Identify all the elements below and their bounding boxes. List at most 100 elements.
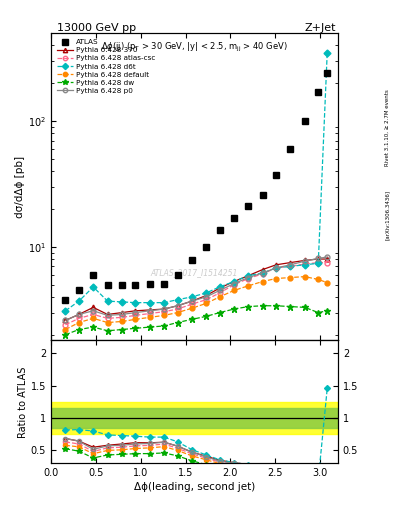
Line: Pythia 6.428 p0: Pythia 6.428 p0 <box>63 254 330 323</box>
Pythia 6.428 p0 <box>105 312 110 318</box>
Pythia 6.428 d6t <box>147 300 152 306</box>
Pythia 6.428 d6t <box>77 298 81 304</box>
Pythia 6.428 atlas-csc <box>63 322 68 328</box>
Pythia 6.428 dw <box>147 324 152 330</box>
Pythia 6.428 370 <box>105 311 110 317</box>
Pythia 6.428 370 <box>162 306 166 312</box>
Pythia 6.428 d6t <box>175 296 180 303</box>
Pythia 6.428 dw <box>175 319 180 326</box>
Line: Pythia 6.428 atlas-csc: Pythia 6.428 atlas-csc <box>63 260 330 327</box>
Pythia 6.428 p0 <box>274 265 279 271</box>
Pythia 6.428 p0 <box>147 308 152 314</box>
Pythia 6.428 default <box>77 319 81 326</box>
Pythia 6.428 d6t <box>63 308 68 314</box>
Pythia 6.428 atlas-csc <box>162 309 166 315</box>
Pythia 6.428 d6t <box>189 294 194 300</box>
Pythia 6.428 default <box>316 276 321 283</box>
Pythia 6.428 d6t <box>316 260 321 266</box>
Pythia 6.428 370 <box>77 311 81 317</box>
ATLAS <box>217 227 222 233</box>
Pythia 6.428 p0 <box>325 254 330 260</box>
Line: ATLAS: ATLAS <box>62 70 331 303</box>
ATLAS <box>162 281 166 287</box>
Pythia 6.428 default <box>162 312 166 318</box>
Line: Pythia 6.428 default: Pythia 6.428 default <box>63 274 330 332</box>
ATLAS <box>119 282 124 288</box>
ATLAS <box>133 282 138 288</box>
Pythia 6.428 default <box>231 287 236 293</box>
Pythia 6.428 atlas-csc <box>105 315 110 322</box>
Pythia 6.428 370 <box>303 258 307 264</box>
Pythia 6.428 d6t <box>274 265 279 271</box>
Pythia 6.428 dw <box>217 310 222 316</box>
Pythia 6.428 dw <box>77 327 81 333</box>
Pythia 6.428 atlas-csc <box>325 260 330 266</box>
Pythia 6.428 370 <box>133 308 138 314</box>
Pythia 6.428 atlas-csc <box>77 315 81 322</box>
Pythia 6.428 370 <box>325 256 330 262</box>
ATLAS <box>91 272 95 278</box>
Pythia 6.428 atlas-csc <box>175 306 180 312</box>
Line: Pythia 6.428 dw: Pythia 6.428 dw <box>62 303 331 338</box>
Pythia 6.428 p0 <box>162 306 166 312</box>
Pythia 6.428 370 <box>91 304 95 310</box>
Bar <box>51 402 338 434</box>
Pythia 6.428 370 <box>288 260 293 266</box>
Pythia 6.428 370 <box>147 307 152 313</box>
Pythia 6.428 dw <box>91 324 95 330</box>
Line: Pythia 6.428 370: Pythia 6.428 370 <box>63 257 330 323</box>
Pythia 6.428 atlas-csc <box>303 261 307 267</box>
ATLAS <box>325 70 330 76</box>
Pythia 6.428 p0 <box>119 311 124 317</box>
Legend: ATLAS, Pythia 6.428 370, Pythia 6.428 atlas-csc, Pythia 6.428 d6t, Pythia 6.428 : ATLAS, Pythia 6.428 370, Pythia 6.428 at… <box>55 37 157 96</box>
Pythia 6.428 default <box>63 327 68 333</box>
Pythia 6.428 atlas-csc <box>260 271 265 277</box>
Pythia 6.428 d6t <box>204 290 209 296</box>
ATLAS <box>77 287 81 293</box>
Pythia 6.428 atlas-csc <box>288 263 293 269</box>
Pythia 6.428 d6t <box>260 270 265 276</box>
Pythia 6.428 default <box>119 318 124 325</box>
Pythia 6.428 dw <box>246 304 251 310</box>
Pythia 6.428 default <box>274 275 279 282</box>
Pythia 6.428 atlas-csc <box>246 275 251 282</box>
Pythia 6.428 atlas-csc <box>204 296 209 303</box>
Pythia 6.428 d6t <box>133 300 138 306</box>
Pythia 6.428 p0 <box>217 287 222 293</box>
ATLAS <box>246 203 251 209</box>
Pythia 6.428 370 <box>217 285 222 291</box>
Pythia 6.428 dw <box>189 316 194 323</box>
Pythia 6.428 atlas-csc <box>189 301 194 307</box>
Pythia 6.428 d6t <box>91 284 95 290</box>
Pythia 6.428 p0 <box>77 311 81 317</box>
Pythia 6.428 p0 <box>246 274 251 281</box>
Pythia 6.428 p0 <box>303 258 307 264</box>
Pythia 6.428 dw <box>303 304 307 310</box>
Pythia 6.428 p0 <box>175 303 180 309</box>
Pythia 6.428 atlas-csc <box>217 290 222 296</box>
Pythia 6.428 default <box>246 283 251 289</box>
ATLAS <box>231 215 236 221</box>
Pythia 6.428 370 <box>260 266 265 272</box>
Pythia 6.428 d6t <box>246 272 251 279</box>
Pythia 6.428 370 <box>274 262 279 268</box>
Y-axis label: dσ/dΔϕ [pb]: dσ/dΔϕ [pb] <box>15 156 25 218</box>
Pythia 6.428 dw <box>204 313 209 319</box>
Pythia 6.428 atlas-csc <box>133 312 138 318</box>
Pythia 6.428 p0 <box>231 281 236 287</box>
Pythia 6.428 default <box>175 310 180 316</box>
Pythia 6.428 p0 <box>91 308 95 314</box>
Text: Rivet 3.1.10, ≥ 2.7M events: Rivet 3.1.10, ≥ 2.7M events <box>385 90 389 166</box>
ATLAS <box>105 282 110 288</box>
ATLAS <box>316 89 321 95</box>
Text: $\Delta\phi$(jj) (p$_{\rm T}$ > 30 GeV, |y| < 2.5, m$_{\rm jj}$ > 40 GeV): $\Delta\phi$(jj) (p$_{\rm T}$ > 30 GeV, … <box>101 41 288 54</box>
Pythia 6.428 dw <box>316 310 321 316</box>
Pythia 6.428 atlas-csc <box>231 282 236 288</box>
Pythia 6.428 atlas-csc <box>119 314 124 321</box>
Pythia 6.428 370 <box>316 256 321 262</box>
ATLAS <box>303 118 307 124</box>
Pythia 6.428 dw <box>231 306 236 312</box>
ATLAS <box>288 146 293 152</box>
Text: ATLAS_2017_I1514251: ATLAS_2017_I1514251 <box>151 268 238 278</box>
Pythia 6.428 default <box>288 274 293 281</box>
